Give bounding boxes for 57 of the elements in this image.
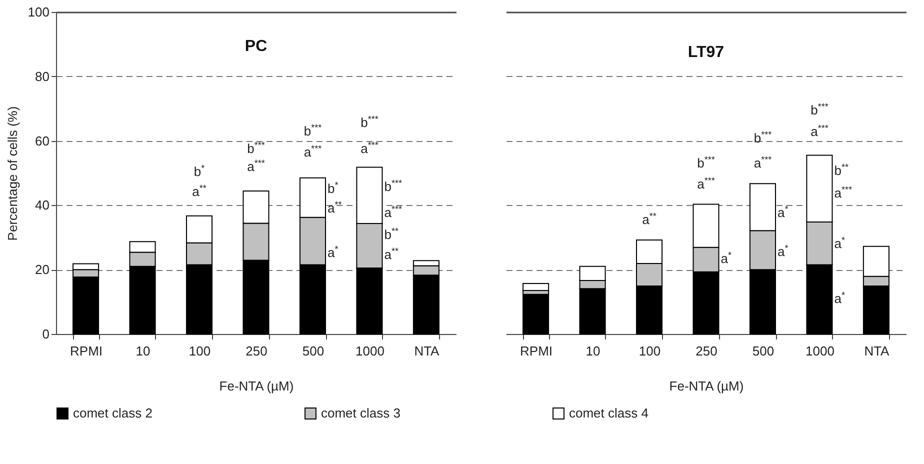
x-axis-title: Fe-NTA (µM): [669, 378, 744, 394]
y-tick-label: 100: [28, 4, 50, 20]
annotation: a$^{***}$: [810, 122, 829, 139]
x-axis-title: Fe-NTA (µM): [219, 378, 294, 394]
annotation: b$^{***}$: [360, 114, 379, 130]
x-tick-label: 1000: [806, 344, 834, 358]
legend-label: comet class 3: [321, 406, 400, 421]
annotation: b$^{*}$: [194, 163, 206, 180]
x-tick-label: RPMI: [520, 344, 553, 358]
y-tick-label: 60: [35, 133, 50, 148]
annotation: b$^{***}$: [247, 140, 266, 156]
annotation: b$^{**}$: [384, 226, 399, 242]
legend-label: comet class 2: [73, 406, 152, 421]
annotation: b$^{***}$: [810, 102, 829, 118]
annotation: b$^{***}$: [384, 178, 402, 194]
annotation: a$^{**}$: [192, 183, 207, 199]
y-tick-label: 0: [42, 326, 50, 342]
annotation: a$^{**}$: [384, 246, 399, 262]
x-tick-label: 500: [302, 344, 324, 358]
y-tick-label: 40: [35, 198, 50, 213]
x-tick-label: NTA: [414, 344, 440, 358]
annotation: a$^{*}$: [834, 290, 846, 306]
bar: [522, 282, 550, 292]
annotation: a$^{*}$: [778, 242, 789, 259]
annotation: a$^{*}$: [834, 234, 846, 251]
x-tick-label: 250: [246, 344, 268, 358]
annotation: a$^{*}$: [778, 204, 789, 220]
annotation: a$^{***}$: [360, 140, 379, 156]
text: LT97: [688, 44, 724, 61]
annotation: a$^{***}$: [247, 158, 266, 174]
annotation: a$^{***}$: [304, 143, 322, 160]
annotation: b$^{***}$: [697, 154, 716, 170]
annotation: b$^{*}$: [328, 180, 339, 196]
annotation: a$^{**}$: [642, 211, 657, 228]
annotation: a$^{*}$: [720, 250, 732, 266]
annotation: a$^{***}$: [834, 184, 852, 201]
annotation: b$^{**}$: [834, 162, 849, 178]
y-tick-label: 20: [35, 262, 50, 278]
x-tick-label: 10: [136, 344, 150, 358]
legend-label: comet class 4: [569, 406, 648, 421]
x-tick-label: 1000: [356, 344, 384, 358]
annotation: a$^{***}$: [697, 175, 716, 192]
x-tick-label: 500: [752, 344, 774, 358]
x-tick-label: RPMI: [70, 344, 103, 358]
annotation: a$^{*}$: [328, 244, 339, 260]
y-tick-label: 80: [35, 68, 50, 84]
x-tick-label: 100: [188, 344, 211, 358]
x-tick-label: 100: [638, 344, 661, 358]
bar: [522, 294, 550, 334]
x-tick-label: 250: [696, 344, 718, 358]
text: PC: [244, 38, 268, 55]
x-tick-label: NTA: [864, 344, 890, 358]
x-tick-label: 10: [586, 344, 600, 358]
annotation: a$^{***}$: [754, 154, 772, 170]
y-axis-title: Percentage of cells (%): [4, 106, 20, 241]
annotation: a$^{***}$: [384, 204, 402, 220]
annotation: b$^{***}$: [304, 122, 322, 138]
